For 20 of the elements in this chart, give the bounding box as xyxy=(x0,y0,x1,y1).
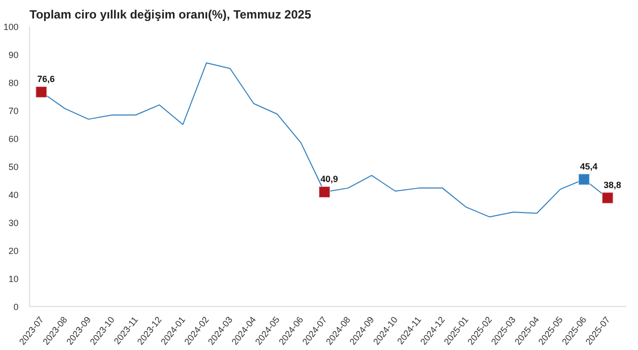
data-label: 40,9 xyxy=(320,174,338,184)
y-tick-label: 20 xyxy=(8,246,19,256)
y-tick-label: 50 xyxy=(8,162,19,172)
chart-title: Toplam ciro yıllık değişim oranı(%), Temmuz 2025 xyxy=(30,8,312,22)
y-tick-label: 60 xyxy=(8,134,19,144)
y-tick-label: 10 xyxy=(8,274,19,284)
y-tick-label: 70 xyxy=(8,106,19,116)
point xyxy=(318,186,330,198)
point xyxy=(602,192,614,204)
y-tick-label: 100 xyxy=(3,22,19,32)
data-label: 45,4 xyxy=(580,161,598,172)
point xyxy=(578,173,590,186)
y-tick-label: 0 xyxy=(13,302,19,312)
point xyxy=(35,86,48,98)
y-tick-label: 80 xyxy=(8,78,19,88)
y-tick-label: 40 xyxy=(8,190,19,200)
data-label: 38,8 xyxy=(604,180,622,190)
y-tick-label: 30 xyxy=(8,218,19,228)
data-label: 76,6 xyxy=(37,74,55,84)
y-tick-label: 90 xyxy=(8,50,19,60)
